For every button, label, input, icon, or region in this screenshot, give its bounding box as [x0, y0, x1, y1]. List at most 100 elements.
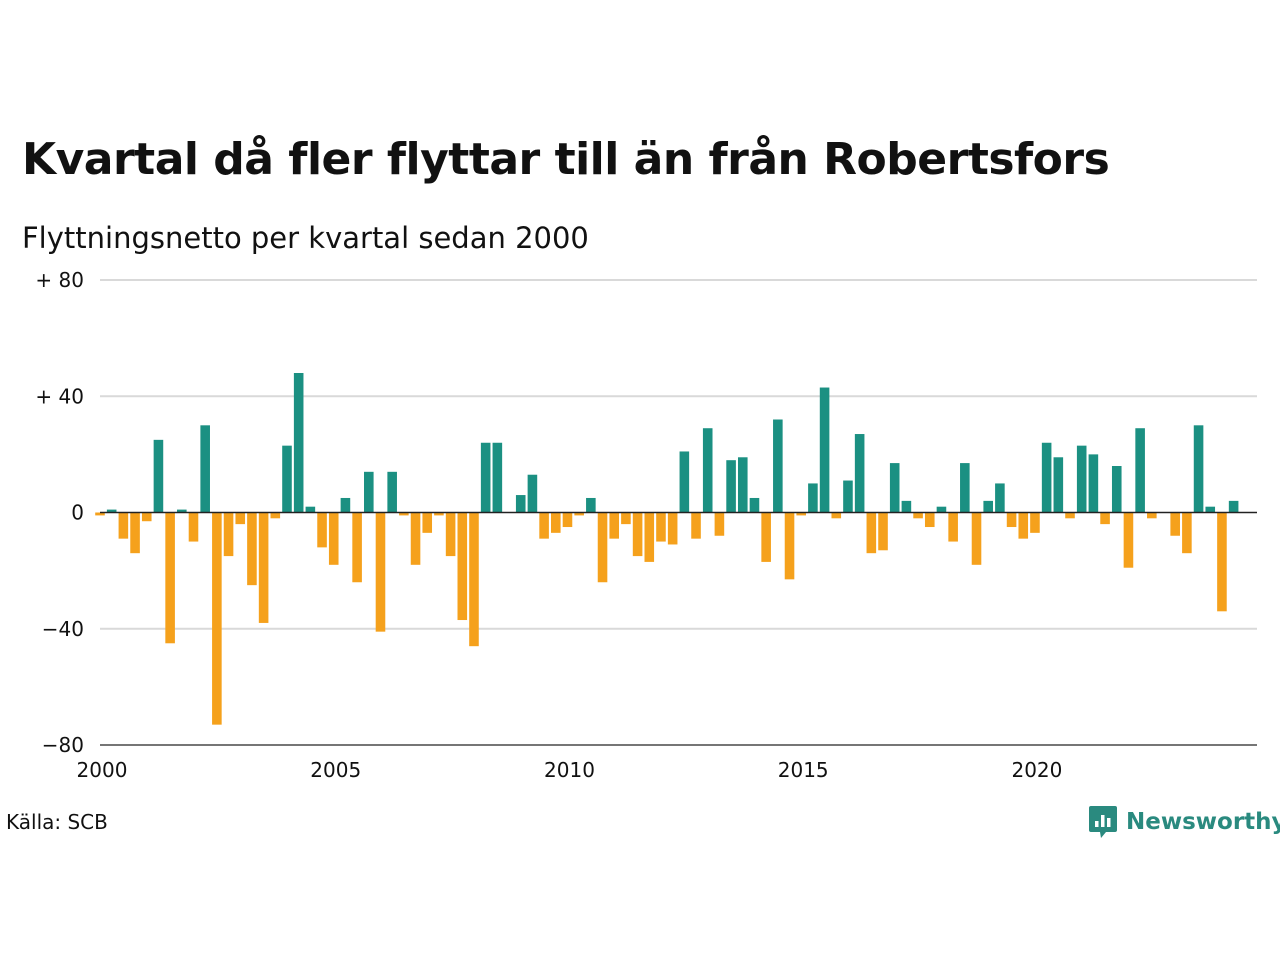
- bar: [1135, 428, 1145, 513]
- bar: [924, 512, 935, 528]
- y-tick-label: + 80: [35, 268, 84, 292]
- bar: [971, 512, 982, 565]
- bar: [106, 509, 117, 513]
- bar: [586, 497, 596, 513]
- bar: [340, 497, 351, 513]
- bar: [177, 509, 187, 513]
- bar: [527, 474, 538, 513]
- bars: [95, 373, 1239, 725]
- bar: [457, 512, 468, 621]
- bar: [597, 512, 608, 583]
- bar: [562, 512, 573, 528]
- bar: [1147, 512, 1157, 519]
- bar: [1123, 512, 1134, 568]
- y-tick-label: −80: [42, 733, 84, 757]
- bar: [889, 463, 900, 513]
- bar: [1053, 457, 1064, 513]
- bar: [515, 495, 526, 513]
- bar: [469, 512, 479, 647]
- bar: [212, 512, 222, 725]
- bar: [1041, 442, 1052, 513]
- x-tick-labels: 2000 2005 2010 2015 2020: [77, 758, 1063, 782]
- bar: [773, 419, 783, 513]
- y-tick-label: −40: [42, 617, 84, 641]
- bar: [1076, 445, 1087, 513]
- bar: [1111, 466, 1122, 513]
- bar: [95, 512, 105, 516]
- bar: [247, 512, 257, 586]
- bar: [574, 512, 584, 516]
- x-tick-label: 2000: [77, 758, 128, 782]
- bar: [153, 439, 164, 513]
- bar: [410, 512, 421, 565]
- bar: [422, 512, 433, 533]
- y-tick-labels: + 80 + 40 0 −40 −80: [35, 268, 84, 757]
- bar: [293, 373, 304, 513]
- bar: [270, 512, 281, 519]
- bar: [141, 512, 152, 522]
- bar: [200, 425, 210, 513]
- bar: [282, 445, 292, 513]
- bar: [387, 471, 397, 513]
- x-tick-label: 2015: [778, 758, 829, 782]
- bar: [691, 512, 701, 539]
- bar: [375, 512, 386, 632]
- bar: [609, 512, 620, 539]
- bar: [644, 512, 655, 562]
- bar: [948, 512, 958, 542]
- chart-subtitle: Flyttningsnetto per kvartal sedan 2000: [22, 221, 589, 255]
- bar: [913, 512, 923, 519]
- bar: [399, 512, 409, 516]
- bar: [667, 512, 678, 545]
- bar: [434, 512, 444, 516]
- bar: [784, 512, 795, 580]
- bar: [761, 512, 771, 562]
- bar: [550, 512, 561, 533]
- bar: [854, 434, 865, 513]
- x-tick-label: 2005: [310, 758, 361, 782]
- bar: [352, 512, 362, 583]
- bar: [317, 512, 327, 548]
- axes: [100, 511, 1257, 746]
- source-note: Källa: SCB: [6, 810, 108, 834]
- bar: [819, 387, 830, 513]
- bar: [1100, 512, 1110, 525]
- bar: [445, 512, 456, 557]
- y-tick-label: 0: [71, 501, 84, 525]
- bar: [118, 512, 129, 539]
- bar: [843, 480, 853, 513]
- bar: [796, 512, 807, 516]
- bar: [130, 512, 140, 554]
- bar: [737, 457, 748, 513]
- bar: [679, 451, 690, 513]
- bar: [539, 512, 549, 539]
- bar: [808, 483, 818, 513]
- bar: [995, 483, 1005, 513]
- bar: [480, 442, 491, 513]
- bar: [305, 506, 316, 513]
- bar: [936, 506, 947, 513]
- bar: [1170, 512, 1180, 536]
- bar: [1006, 512, 1017, 528]
- bar: [878, 512, 888, 551]
- bar: [656, 512, 666, 542]
- bar: [1193, 425, 1204, 513]
- bar: [960, 463, 970, 513]
- newsworthy-logo-text: Newsworthy: [1126, 809, 1280, 835]
- bar: [702, 428, 713, 513]
- chart-title: Kvartal då fler flyttar till än från Rob…: [22, 134, 1110, 185]
- bar: [165, 512, 175, 644]
- bar: [866, 512, 877, 554]
- y-tick-label: + 40: [35, 384, 84, 408]
- bar: [1205, 506, 1216, 513]
- x-tick-label: 2010: [544, 758, 595, 782]
- bar: [621, 512, 631, 525]
- bar: [1217, 512, 1227, 612]
- bar: [749, 497, 760, 513]
- bar: [1182, 512, 1192, 554]
- bar: [1228, 500, 1239, 513]
- bar: [901, 500, 912, 513]
- bar: [1030, 512, 1040, 533]
- newsworthy-logo: Newsworthy: [1088, 802, 1280, 842]
